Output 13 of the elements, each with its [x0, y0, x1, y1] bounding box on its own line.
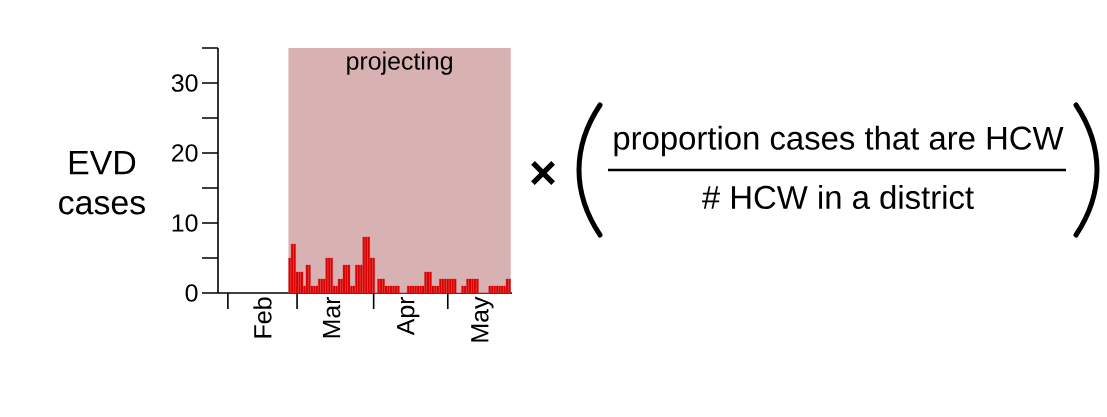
x-tick-label: May [471, 296, 494, 342]
x-tick-label: Mar [322, 296, 341, 338]
y-tick-label: 30 [171, 74, 198, 92]
band-label: projecting [347, 51, 452, 75]
text: × [531, 161, 555, 186]
x-tick-label: Apr [397, 296, 420, 336]
text: proportion cases that are HCW [614, 125, 1064, 157]
y-tick-label: 0 [185, 284, 198, 302]
x-tick-label: Feb [253, 297, 272, 338]
y-tick-label: 20 [172, 144, 198, 162]
text: # HCW in a district [702, 184, 974, 210]
y-tick-label: 10 [172, 214, 198, 232]
y-axis-title: EVD cases [59, 151, 145, 215]
